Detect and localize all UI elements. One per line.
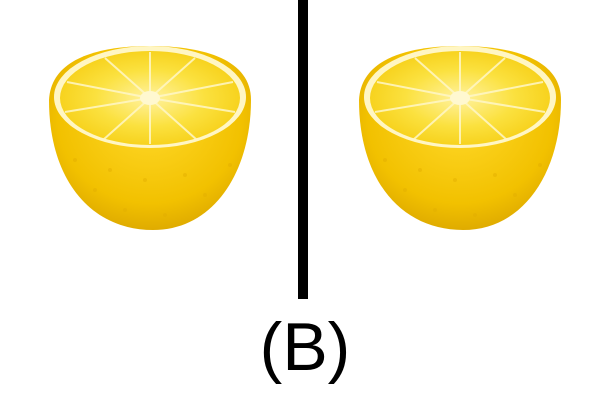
lemon-half-right-icon [359,46,561,230]
figure-label: (B) [259,309,351,385]
vertical-divider [298,0,308,299]
lemon-half-left-icon [49,46,251,230]
